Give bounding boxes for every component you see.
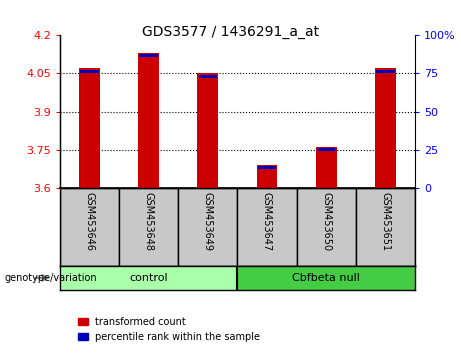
Text: GSM453646: GSM453646 [84, 192, 95, 251]
Text: GSM453649: GSM453649 [203, 192, 213, 251]
Bar [376, 70, 395, 73]
Bar [257, 165, 278, 188]
Bar [197, 74, 218, 188]
Bar [258, 166, 276, 169]
Bar [139, 55, 158, 57]
FancyBboxPatch shape [356, 188, 415, 266]
FancyBboxPatch shape [119, 188, 178, 266]
Bar [237, 266, 415, 290]
Bar [80, 70, 99, 73]
Bar [375, 68, 396, 188]
FancyBboxPatch shape [60, 188, 119, 266]
Legend: transformed count, percentile rank within the sample: transformed count, percentile rank withi… [74, 313, 264, 346]
Bar [138, 53, 159, 188]
Bar [317, 148, 336, 152]
FancyBboxPatch shape [178, 188, 237, 266]
Text: control: control [130, 273, 168, 283]
Bar [199, 75, 217, 78]
Text: Cbfbeta null: Cbfbeta null [292, 273, 360, 283]
Bar [79, 68, 100, 188]
Text: genotype/variation: genotype/variation [5, 273, 97, 283]
Bar [316, 147, 337, 188]
Text: GSM453648: GSM453648 [144, 192, 154, 251]
Bar [60, 266, 237, 290]
Text: GDS3577 / 1436291_a_at: GDS3577 / 1436291_a_at [142, 25, 319, 39]
FancyBboxPatch shape [296, 188, 356, 266]
Text: GSM453651: GSM453651 [380, 192, 390, 251]
Text: GSM453650: GSM453650 [321, 192, 331, 251]
FancyBboxPatch shape [237, 188, 296, 266]
Text: GSM453647: GSM453647 [262, 192, 272, 251]
